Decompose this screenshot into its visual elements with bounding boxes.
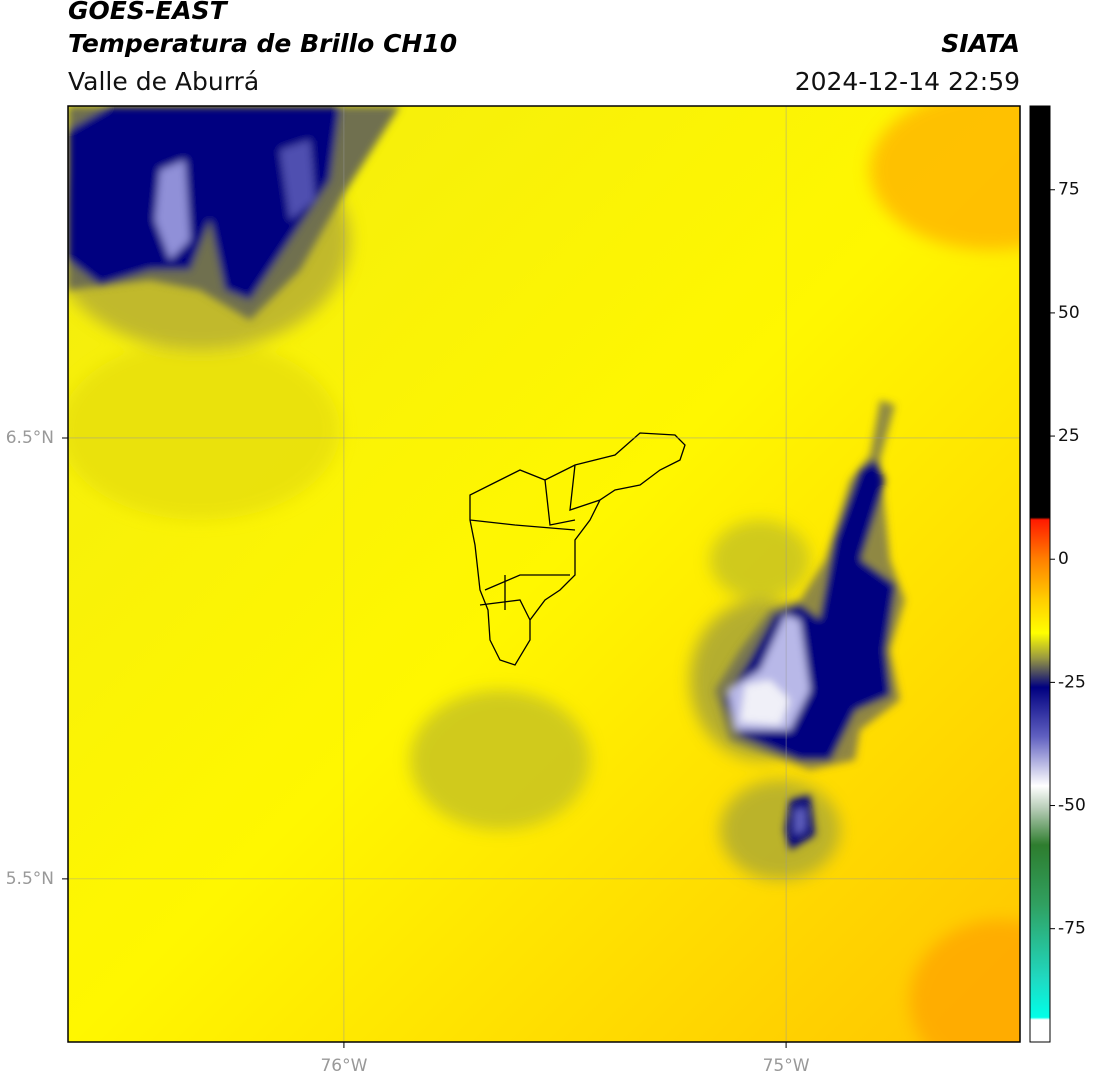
colorbar-tick-label: 25: [1058, 426, 1080, 446]
region: Valle de Aburrá: [68, 67, 259, 96]
colorbar-tick-label: 0: [1058, 549, 1069, 569]
municipality-boundaries: [469, 432, 686, 666]
colorbar-tick-label: 75: [1058, 180, 1080, 200]
colorbar-tick-label: -50: [1058, 796, 1086, 816]
subtitle: Temperatura de Brillo CH10: [68, 29, 457, 58]
colorbar-tick-label: -25: [1058, 672, 1086, 692]
title: GOES-EAST: [68, 0, 229, 25]
datetime: 2024-12-14 22:59: [795, 67, 1020, 96]
satellite-image: [68, 106, 1020, 1042]
y-tick-label: 6.5°N: [6, 428, 54, 448]
y-tick-label: 5.5°N: [6, 869, 54, 889]
map-frame: [67, 105, 1021, 1043]
source: SIATA: [941, 29, 1020, 58]
colorbar-tick-label: -75: [1058, 919, 1086, 939]
x-tick-label: 75°W: [763, 1056, 810, 1076]
colorbar-tick-label: 50: [1058, 303, 1080, 323]
graticule: 76°W 75°W 6.5°N 5.5°N: [6, 106, 1020, 1076]
colorbar: [1029, 105, 1051, 1043]
x-tick-label: 76°W: [320, 1056, 367, 1076]
colorbar-ticks: 75 50 25 0 -25 -50 -75: [1050, 180, 1086, 939]
